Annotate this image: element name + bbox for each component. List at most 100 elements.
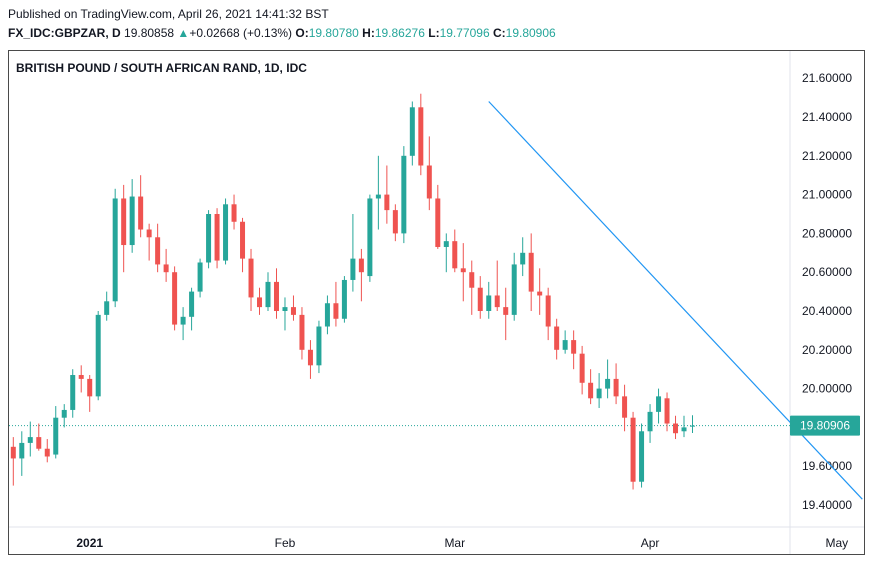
candle-up[interactable] (112, 198, 118, 302)
candle-up[interactable] (70, 375, 76, 410)
candle-down[interactable] (537, 291, 543, 296)
candle-up[interactable] (656, 396, 662, 412)
candle-down[interactable] (503, 307, 509, 315)
candle-up[interactable] (95, 314, 101, 397)
candle-down[interactable] (307, 349, 313, 366)
candle-down[interactable] (155, 237, 161, 265)
candle-down[interactable] (44, 448, 50, 457)
candle-down[interactable] (273, 281, 279, 311)
high-label: H: (362, 26, 375, 40)
candle-up[interactable] (409, 107, 415, 156)
candle-up[interactable] (639, 431, 645, 482)
candle-down[interactable] (460, 268, 466, 273)
candle-up[interactable] (690, 425, 695, 427)
candle-up[interactable] (350, 258, 356, 280)
candle-up[interactable] (511, 264, 517, 315)
candle-down[interactable] (426, 165, 432, 199)
candle-up[interactable] (180, 316, 186, 325)
candle-up[interactable] (341, 279, 347, 319)
chart-frame (8, 50, 865, 555)
candle-up[interactable] (520, 252, 526, 265)
candle-up[interactable] (129, 196, 135, 246)
candle-down[interactable] (613, 378, 619, 397)
candle-up[interactable] (19, 442, 25, 459)
candle-down[interactable] (10, 446, 16, 459)
candle-down[interactable] (664, 398, 670, 424)
candle-down[interactable] (384, 194, 390, 211)
candle-up[interactable] (265, 281, 271, 308)
candle-down[interactable] (163, 264, 169, 273)
close-label: C: (492, 26, 506, 40)
candle-up[interactable] (316, 326, 322, 366)
candle-down[interactable] (673, 423, 679, 434)
candle-up[interactable] (223, 204, 229, 261)
candle-up[interactable] (27, 437, 33, 443)
candle-down[interactable] (231, 204, 237, 222)
candle-down[interactable] (469, 272, 475, 288)
candle-down[interactable] (554, 326, 560, 350)
candle-up[interactable] (486, 295, 492, 311)
candle-down[interactable] (121, 198, 127, 246)
candle-down[interactable] (290, 307, 296, 315)
candle-down[interactable] (358, 258, 364, 273)
candle-down[interactable] (214, 214, 220, 261)
y-tick-label: 20.60000 (802, 265, 852, 279)
candle-up[interactable] (401, 155, 407, 234)
open-label: O: (295, 26, 309, 40)
candle-up[interactable] (189, 291, 195, 317)
x-tick-label: Apr (641, 536, 660, 550)
candle-down[interactable] (545, 295, 551, 327)
last-price-badge (790, 415, 860, 436)
candle-down[interactable] (579, 353, 585, 383)
candle-down[interactable] (630, 417, 636, 482)
candle-down[interactable] (172, 272, 178, 325)
y-tick-label: 20.00000 (802, 382, 852, 396)
candle-down[interactable] (528, 252, 534, 292)
last-price-badge-label: 19.80906 (800, 419, 850, 433)
candle-down[interactable] (588, 382, 594, 399)
x-tick-label: Feb (275, 536, 296, 550)
candle-down[interactable] (477, 287, 483, 311)
candle-down[interactable] (78, 375, 84, 379)
symbol-label: FX_IDC:GBPZAR, D (8, 26, 121, 40)
candle-down[interactable] (435, 198, 441, 247)
candle-down[interactable] (333, 303, 339, 319)
candle-up[interactable] (324, 303, 330, 327)
candle-up[interactable] (104, 301, 110, 315)
candle-up[interactable] (206, 214, 212, 263)
candle-up[interactable] (53, 417, 59, 455)
candle-down[interactable] (138, 196, 144, 230)
y-tick-label: 20.20000 (802, 343, 852, 357)
candle-up[interactable] (647, 411, 653, 432)
candle-up[interactable] (375, 194, 381, 199)
candle-down[interactable] (87, 378, 93, 397)
chart-title: BRITISH POUND / SOUTH AFRICAN RAND, 1D, … (16, 61, 307, 75)
candle-down[interactable] (240, 221, 246, 259)
candle-up[interactable] (197, 262, 203, 292)
candle-down[interactable] (248, 258, 254, 298)
high-value: 19.86276 (374, 26, 425, 40)
symbol-ohlc-line: FX_IDC:GBPZAR, D 19.80858 ▲+0.02668 (+0.… (8, 26, 556, 40)
candle-down[interactable] (392, 210, 398, 234)
candle-down[interactable] (299, 314, 305, 350)
candle-down[interactable] (36, 437, 42, 449)
candle-up[interactable] (282, 307, 288, 311)
candle-down[interactable] (257, 297, 263, 308)
candle-down[interactable] (494, 295, 500, 308)
candle-up[interactable] (562, 340, 568, 350)
candle-up[interactable] (605, 378, 611, 389)
candle-down[interactable] (146, 229, 152, 238)
candle-down[interactable] (452, 241, 458, 269)
low-value: 19.77096 (439, 26, 490, 40)
candle-down[interactable] (571, 340, 577, 354)
candle-up[interactable] (443, 241, 449, 247)
published-note: Published on TradingView.com, April 26, … (8, 7, 329, 21)
candle-up[interactable] (367, 198, 373, 277)
candle-down[interactable] (418, 107, 424, 166)
candle-up[interactable] (596, 388, 602, 399)
candle-down[interactable] (622, 396, 628, 418)
y-tick-label: 19.60000 (802, 459, 852, 473)
candle-up[interactable] (61, 409, 67, 418)
candle-up[interactable] (681, 427, 687, 432)
